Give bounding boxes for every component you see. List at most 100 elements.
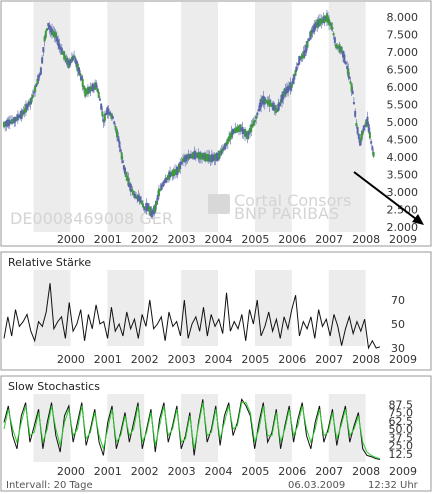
candle-body xyxy=(356,127,359,134)
candle-body xyxy=(221,147,224,152)
candle-body xyxy=(250,124,253,132)
candle-body xyxy=(235,127,238,133)
candle-body xyxy=(88,86,91,93)
candle-body xyxy=(196,152,199,158)
time-label: 12:32 Uhr xyxy=(368,480,419,491)
x-tick-label: 2001 xyxy=(94,465,122,478)
candle-body xyxy=(217,153,220,161)
x-tick-label: 2006 xyxy=(278,465,306,478)
candle-body xyxy=(151,209,154,215)
candle-body xyxy=(82,85,85,90)
x-tick-label: 2005 xyxy=(241,465,269,478)
candle-body xyxy=(372,151,375,157)
candle-body xyxy=(105,112,108,115)
candle-body xyxy=(236,126,239,132)
candle-body xyxy=(136,195,139,200)
candle-body xyxy=(233,129,236,133)
candle-body xyxy=(103,113,106,122)
candle-body xyxy=(351,90,354,95)
candle-body xyxy=(58,43,61,49)
candle-body xyxy=(359,139,362,146)
candle-body xyxy=(298,56,301,65)
candle-body xyxy=(157,188,160,197)
candle-body xyxy=(295,66,298,71)
shade-band xyxy=(328,270,366,346)
candle-body xyxy=(128,183,131,188)
candle-body xyxy=(230,130,233,138)
rsi-line xyxy=(3,283,381,350)
candle-body xyxy=(225,141,228,146)
candle-body xyxy=(321,19,324,22)
candle-body xyxy=(184,155,187,163)
candle-body xyxy=(189,153,192,159)
stoch-y-axis: 87.575.062.550.037.525.012.5 xyxy=(389,398,414,461)
candle-body xyxy=(79,73,82,77)
x-tick-label: 2000 xyxy=(57,353,85,366)
candle-body xyxy=(324,16,327,20)
candle-body xyxy=(113,121,116,125)
shade-band xyxy=(254,2,292,232)
candle-body xyxy=(261,96,264,103)
candle-body xyxy=(69,58,72,64)
candle-body xyxy=(246,131,249,140)
candle-body xyxy=(75,60,78,68)
candle-body xyxy=(314,22,317,28)
candle-body xyxy=(311,29,314,33)
y-tick-label: 62.5 xyxy=(389,415,414,428)
candle-body xyxy=(49,26,52,33)
candle-body xyxy=(241,127,244,134)
x-tick-label: 2003 xyxy=(168,233,196,246)
candle-body xyxy=(30,97,33,103)
candle-body xyxy=(173,169,176,176)
candle-body xyxy=(290,82,293,88)
candle-body xyxy=(22,110,25,115)
candle-body xyxy=(67,59,70,68)
candle-body xyxy=(258,102,261,111)
candle-body xyxy=(226,138,229,144)
candle-body xyxy=(81,78,84,87)
candle-body xyxy=(237,125,240,132)
candle-body xyxy=(64,55,67,60)
candle-body xyxy=(194,152,197,158)
x-tick-label: 2004 xyxy=(205,233,233,246)
rsi-y-axis: 70 50 30 xyxy=(391,294,405,355)
candle-body xyxy=(146,203,149,210)
candle-body xyxy=(244,129,247,137)
shade-band xyxy=(107,394,145,462)
x-tick-label: 2009 xyxy=(389,233,417,246)
candle-body xyxy=(118,141,121,148)
candle-body xyxy=(349,81,352,84)
candle-body xyxy=(150,210,153,217)
candle-body xyxy=(163,180,166,184)
candle-body xyxy=(149,207,152,216)
candle-body xyxy=(307,38,310,42)
candle-body xyxy=(346,65,349,70)
candle-body xyxy=(145,203,148,212)
price-x-axis: 2000 2001 2002 2003 2004 2005 2006 2007 2008 2009 xyxy=(57,233,417,246)
candle-body xyxy=(165,177,168,181)
y-tick-label: 5.500 xyxy=(387,99,419,112)
x-tick-label: 2007 xyxy=(315,233,343,246)
y-tick-label: 8.000 xyxy=(387,11,419,24)
price-y-axis: 8.000 7.500 7.000 6.500 6.000 5.500 5.000 4.500… xyxy=(387,11,419,234)
candle-body xyxy=(4,121,7,127)
watermark-logo: Cortal Consors BNP PARIBAS xyxy=(208,191,351,223)
candle-body xyxy=(186,155,189,159)
candle-body xyxy=(333,37,336,44)
candle-body xyxy=(32,91,35,94)
candle-body xyxy=(116,129,119,138)
candle-body xyxy=(231,128,234,135)
x-tick-label: 2008 xyxy=(352,353,380,366)
candle-body xyxy=(179,161,182,170)
candle-body xyxy=(170,172,173,176)
candle-body xyxy=(35,83,38,87)
stoch-x-axis: 2000 2001 2002 2003 2004 2005 2006 2007 2008 2009 xyxy=(57,465,417,478)
candle-body xyxy=(342,50,345,58)
candle-body xyxy=(199,154,202,159)
candle-body xyxy=(86,86,89,95)
x-tick-label: 2003 xyxy=(168,465,196,478)
candle-body xyxy=(266,100,269,104)
candle-body xyxy=(218,150,221,160)
candle-body xyxy=(180,161,183,165)
candle-body xyxy=(47,23,50,27)
